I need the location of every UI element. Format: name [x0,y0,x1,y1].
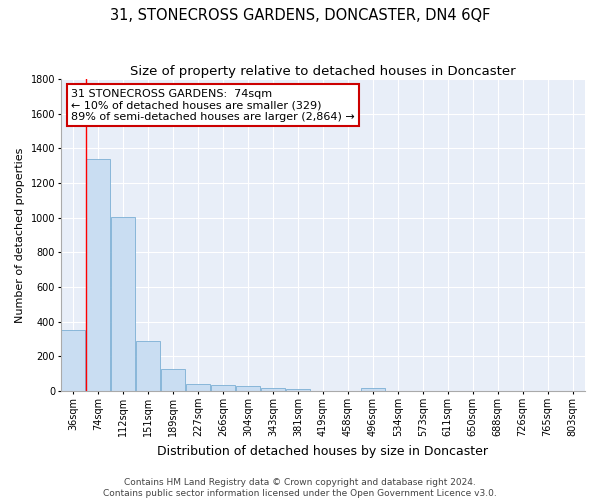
Bar [186,384,210,391]
Bar [136,341,160,391]
Bar [261,388,285,391]
Bar [111,217,135,391]
Bar [286,388,310,391]
Title: Size of property relative to detached houses in Doncaster: Size of property relative to detached ho… [130,65,515,78]
Bar [361,388,385,391]
X-axis label: Distribution of detached houses by size in Doncaster: Distribution of detached houses by size … [157,444,488,458]
Bar [61,330,85,391]
Bar [86,159,110,391]
Y-axis label: Number of detached properties: Number of detached properties [15,148,25,323]
Text: Contains HM Land Registry data © Crown copyright and database right 2024.
Contai: Contains HM Land Registry data © Crown c… [103,478,497,498]
Text: 31 STONECROSS GARDENS:  74sqm
← 10% of detached houses are smaller (329)
89% of : 31 STONECROSS GARDENS: 74sqm ← 10% of de… [71,88,355,122]
Bar [161,368,185,391]
Bar [236,386,260,391]
Text: 31, STONECROSS GARDENS, DONCASTER, DN4 6QF: 31, STONECROSS GARDENS, DONCASTER, DN4 6… [110,8,490,22]
Bar [211,385,235,391]
